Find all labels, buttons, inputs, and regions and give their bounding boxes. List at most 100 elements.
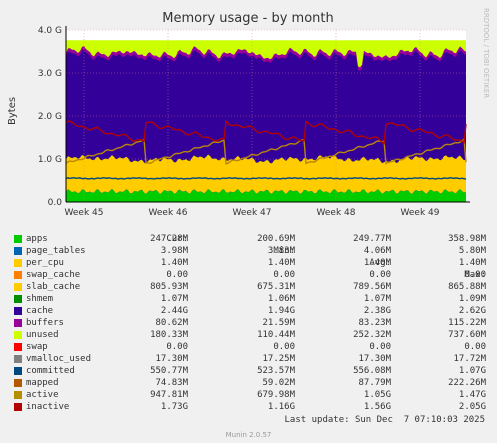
legend-value-min: 3.83M [267, 246, 295, 256]
legend-swatch [14, 307, 22, 315]
legend-value-cur: 805.93M [150, 282, 188, 292]
legend-value-avg: 2.38G [363, 306, 391, 316]
legend-value-cur: 0.00 [166, 342, 188, 352]
line-active [65, 137, 467, 165]
legend-swatch [14, 403, 22, 411]
legend-row-inactive: inactive 1.73G 1.16G 1.56G 2.05G [14, 401, 486, 413]
y-tick-label: 3.0 G [38, 69, 62, 79]
legend-swatch [14, 331, 22, 339]
legend-swatch [14, 259, 22, 267]
legend-value-max: 0.00 [464, 270, 486, 280]
legend-row-unused: unused 180.33M 110.44M 252.32M 737.60M [14, 329, 486, 341]
legend-rows: apps 247.28M 200.69M 249.77M 358.98M page_tab… [14, 233, 486, 413]
legend-value-cur: 1.73G [160, 402, 188, 412]
legend-value-max: 1.47G [458, 390, 486, 400]
y-tick-label: 0.0 [48, 198, 63, 208]
legend-value-avg: 1.05G [363, 390, 391, 400]
plot-area: 0.0 1.0 G 2.0 G 3.0 G 4.0 G Week 45 Week 46 Wee… [38, 26, 470, 218]
memory-chart: Memory usage - by month Bytes RRDTOOL / … [7, 8, 490, 218]
legend-value-avg: 4.06M [363, 246, 391, 256]
header-min: Min: [273, 246, 295, 256]
legend-swatch [14, 271, 22, 279]
legend-value-cur: 947.81M [150, 390, 188, 400]
legend-value-avg: 789.56M [353, 282, 391, 292]
legend-row-buffers: buffers 80.62M 21.59M 83.23M 115.22M [14, 317, 486, 329]
legend-value-avg: 252.32M [353, 330, 391, 340]
legend-value-cur: 2.44G [160, 306, 188, 316]
legend-value-max: 2.62G [458, 306, 486, 316]
legend-row-active: active 947.81M 679.98M 1.05G 1.47G [14, 389, 486, 401]
legend-row-page-tables: page_tables 3.98M 3.83M 4.06M 5.80M [14, 245, 486, 257]
header-max: Max: [464, 270, 486, 280]
legend-value-min: 1.16G [267, 402, 295, 412]
legend-value-min: 1.06M [267, 294, 295, 304]
legend-row-per-cpu: per_cpu 1.40M 1.40M 1.40M 1.40M [14, 257, 486, 269]
x-tick-label: Week 47 [233, 208, 272, 218]
legend-value-max: 2.05G [458, 402, 486, 412]
legend-swatch [14, 319, 22, 327]
header-avg: Avg: [369, 258, 391, 268]
legend-value-cur: 0.00 [166, 270, 188, 280]
legend-series-name: inactive [26, 402, 70, 412]
munin-version: Munin 2.0.57 [225, 431, 272, 439]
legend-swatch [14, 391, 22, 399]
legend-value-max: 115.22M [448, 318, 486, 328]
legend-value-cur: 180.33M [150, 330, 188, 340]
legend-value-min: 110.44M [257, 330, 295, 340]
legend-value-cur: 3.98M [160, 246, 188, 256]
legend-series-name: vmalloc_used [26, 354, 92, 364]
legend-value-cur: 80.62M [155, 318, 188, 328]
legend-value-max: 1.40M [458, 258, 486, 268]
legend-row-slab-cache: slab_cache 805.93M 675.31M 789.56M 865.88M [14, 281, 486, 293]
legend-value-avg: 0.00 [369, 270, 391, 280]
legend-value-avg: 1.56G [363, 402, 391, 412]
legend-value-max: 222.26M [448, 378, 486, 388]
rrdtool-credit: RRDTOOL / TOBI OETIKER [482, 8, 490, 98]
y-axis-label: Bytes [7, 97, 18, 125]
legend-value-max: 358.98M [448, 234, 486, 244]
legend-value-min: 0.00 [273, 342, 295, 352]
legend-value-min: 17.25M [262, 354, 295, 364]
legend-value-max: 1.07G [458, 366, 486, 376]
legend-value-avg: 1.07M [363, 294, 391, 304]
x-tick-label: Week 49 [401, 208, 440, 218]
legend-swatch [14, 367, 22, 375]
legend-value-cur: 550.77M [150, 366, 188, 376]
legend-swatch [14, 355, 22, 363]
legend-value-min: 0.00 [273, 270, 295, 280]
legend-row-swap: swap 0.00 0.00 0.00 0.00 [14, 341, 486, 353]
legend-value-cur: 1.40M [160, 258, 188, 268]
legend-value-cur: 1.07M [160, 294, 188, 304]
legend-swatch [14, 343, 22, 351]
legend-value-max: 0.00 [464, 342, 486, 352]
legend-row-apps: apps 247.28M 200.69M 249.77M 358.98M [14, 233, 486, 245]
legend-swatch [14, 295, 22, 303]
legend-series-name: active [26, 390, 59, 400]
legend-swatch [14, 283, 22, 291]
legend-value-avg: 17.30M [358, 354, 391, 364]
x-tick-label: Week 48 [317, 208, 356, 218]
legend-series-name: unused [26, 330, 59, 340]
legend-series-name: swap_cache [26, 270, 81, 280]
legend-value-cur: 74.83M [155, 378, 188, 388]
legend-value-min: 1.40M [267, 258, 295, 268]
y-tick-label: 1.0 G [38, 155, 62, 165]
legend-row-vmalloc-used: vmalloc_used 17.30M 17.25M 17.30M 17.72M [14, 353, 486, 365]
legend-series-name: cache [26, 306, 54, 316]
y-tick-label: 2.0 G [38, 112, 62, 122]
legend-value-max: 5.80M [458, 246, 486, 256]
line-inactive [65, 119, 467, 145]
legend-value-avg: 87.79M [358, 378, 391, 388]
legend-swatch [14, 235, 22, 243]
header-cur: Cur: [166, 234, 188, 244]
legend: Cur: Min: Avg: Max: apps 247.28M 200.69M 24… [14, 221, 486, 413]
y-tick-label: 4.0 G [38, 26, 62, 36]
legend-value-min: 59.02M [262, 378, 295, 388]
legend-value-min: 21.59M [262, 318, 295, 328]
legend-row-mapped: mapped 74.83M 59.02M 87.79M 222.26M [14, 377, 486, 389]
legend-value-avg: 556.08M [353, 366, 391, 376]
legend-series-name: shmem [26, 294, 54, 304]
legend-series-name: committed [26, 366, 75, 376]
legend-swatch [14, 247, 22, 255]
legend-row-committed: committed 550.77M 523.57M 556.08M 1.07G [14, 365, 486, 377]
